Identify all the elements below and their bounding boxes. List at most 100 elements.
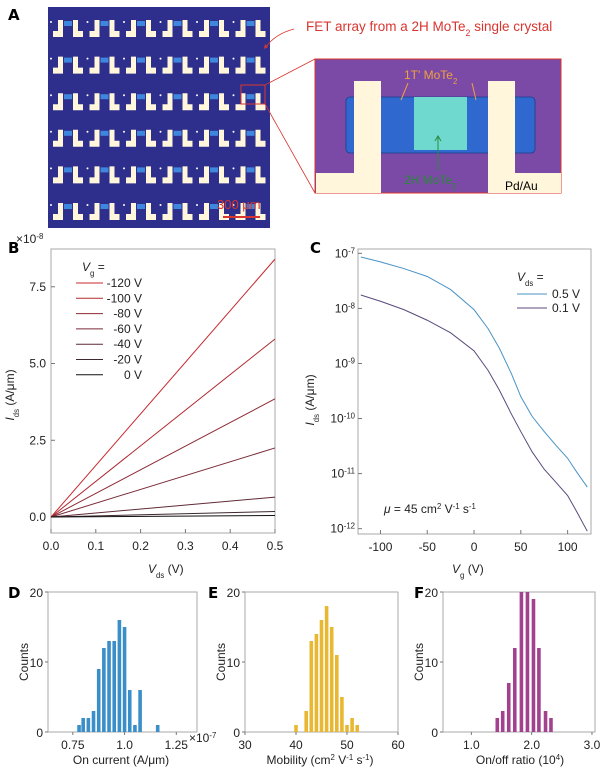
text-part: V (517, 270, 526, 284)
electrode (146, 166, 156, 184)
channel-2h (414, 97, 467, 150)
panel-label-c: C (310, 239, 321, 257)
electrode (235, 20, 246, 37)
x-tick-label: 1.0 (463, 738, 480, 752)
x-axis-label: On current (A/μm) (73, 753, 169, 767)
panel-d-on-current-histogram: 0.75 1.0 1.25 0 10 20 Counts On current (A/μm) ×… (17, 586, 216, 767)
panel-label-a: A (8, 6, 20, 24)
electrode (73, 166, 83, 184)
alignment-dot (123, 94, 125, 97)
alignment-dot (50, 167, 52, 170)
electrode (73, 129, 83, 147)
electrode (199, 203, 209, 220)
label-2h-arrow (434, 135, 442, 171)
electrode (109, 203, 120, 220)
electrode (219, 203, 229, 220)
electrode (126, 93, 136, 111)
text-part: -8 (36, 232, 43, 241)
panel-label-f: F (414, 584, 424, 602)
channel (173, 204, 182, 209)
channel (173, 57, 182, 63)
y-tick-label: 10 (227, 656, 241, 670)
histogram-bar (133, 725, 137, 732)
legend-label: -80 V (113, 307, 142, 321)
electrode (255, 203, 266, 220)
electrode-left (316, 81, 381, 193)
text-part: ) (369, 753, 373, 767)
fet-device (123, 93, 156, 111)
fet-device (86, 93, 120, 111)
text-part: -9 (348, 356, 355, 365)
x-axis-label: On/off ratio (104) (476, 753, 564, 768)
legend-label: 0 V (124, 368, 142, 382)
text-part: On current (A/μm) (73, 753, 169, 767)
alignment-dot (159, 57, 162, 60)
text-part: g (460, 571, 464, 580)
electrode (73, 203, 83, 220)
electrode (53, 129, 63, 147)
alignment-dot (196, 130, 198, 133)
text-part: 2 (437, 502, 441, 511)
label-2h-mote2: 2H MoTe2 (404, 173, 456, 191)
channel (246, 21, 255, 26)
channel (137, 167, 145, 173)
x-tick-label: 2.0 (523, 738, 540, 752)
electrode (89, 93, 100, 111)
series-line (50, 398, 276, 518)
label-1t-arrows (400, 82, 477, 101)
alignment-dot (50, 21, 52, 23)
y-tick-label: 10-9 (335, 356, 355, 371)
text-part: = (94, 260, 104, 274)
electrode (146, 93, 156, 111)
series-line (50, 496, 276, 518)
histogram-bar (525, 592, 530, 732)
series-line (50, 338, 276, 518)
fet-device (50, 93, 83, 111)
histogram-bar (531, 599, 536, 732)
histogram-bar (340, 697, 344, 732)
y-tick-label: 7.5 (29, 280, 46, 294)
alignment-dot (86, 167, 89, 170)
electrode (255, 56, 266, 74)
alignment-dot (159, 94, 162, 97)
channel (246, 167, 255, 173)
electrode (146, 56, 156, 74)
series-line (50, 258, 276, 518)
y-tick-label: 10-10 (330, 411, 355, 426)
electrode (109, 129, 120, 147)
x-tick-label: 0.1 (87, 539, 104, 553)
histogram-bar (294, 725, 298, 732)
electrode (162, 203, 173, 220)
zoom-line (264, 103, 316, 194)
fet-device (86, 20, 120, 37)
text-part: -7 (209, 731, 216, 740)
alignment-dot (50, 130, 52, 133)
text-part: V (441, 502, 452, 516)
electrode (109, 166, 120, 184)
panel-c-transfer-curves: -100 -50 0 50 10010-710-810-910-1010-1110-12… (303, 246, 592, 580)
alignment-dot (86, 94, 89, 97)
electrode (199, 20, 209, 37)
fet-device (159, 20, 193, 37)
channel (137, 94, 145, 100)
text-part: ds (12, 409, 21, 417)
histogram-bar (309, 641, 314, 732)
text-part: 2 (452, 182, 456, 191)
text-part: FET array from a 2H MoTe (306, 19, 466, 34)
fet-device (196, 203, 229, 220)
electrode (162, 93, 173, 111)
alignment-dot (123, 57, 125, 60)
fet-device (86, 56, 120, 74)
y-tick-label: 20 (227, 586, 241, 600)
fet-device (86, 166, 120, 184)
histogram-bar (107, 641, 111, 732)
histogram-bar (355, 725, 359, 732)
channel (246, 204, 255, 209)
fet-device (232, 20, 266, 37)
electrode (126, 129, 136, 147)
histogram-bar (122, 627, 127, 732)
fet-device (232, 166, 266, 184)
histogram-bar (117, 620, 122, 732)
